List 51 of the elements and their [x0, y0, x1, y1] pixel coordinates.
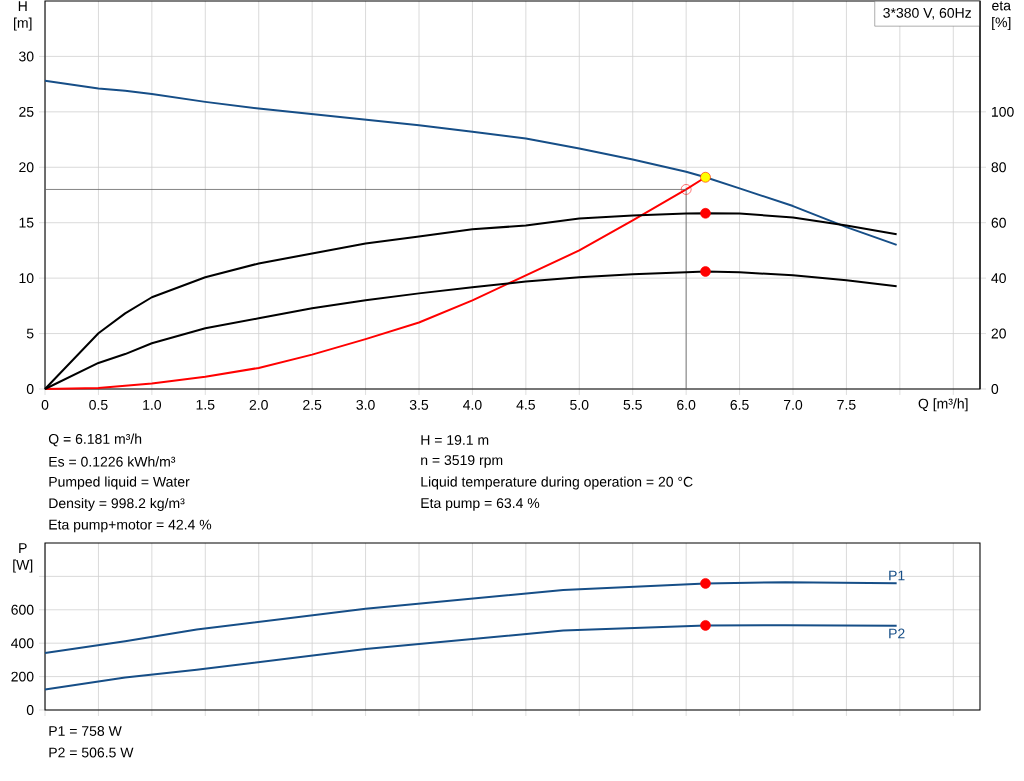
x-tick-label: 7.0: [783, 399, 803, 410]
text: Liquid temperature during operation = 20 °C: [421, 476, 693, 490]
x-tick-label: 4.5: [516, 399, 535, 410]
y-tick-label: 600: [11, 604, 34, 615]
y2-tick-label: 80: [991, 162, 1006, 173]
text: Density = 998.2 kg/m³: [49, 497, 185, 512]
y2-tick-label: 0: [991, 384, 999, 394]
y-axis-title: H [m]: [14, 1, 32, 31]
x-tick-label: 0.5: [89, 399, 108, 410]
y-tick-label: 200: [11, 671, 34, 682]
y-tick-label: 10: [19, 273, 34, 284]
x-tick-label: 0: [41, 399, 49, 410]
y-tick-label: 5: [26, 328, 34, 339]
text: H = 19.1 m: [421, 435, 489, 445]
y-tick-label: 0: [26, 384, 34, 394]
y-tick-label: 400: [11, 638, 34, 649]
y2-tick-label: 20: [991, 328, 1006, 339]
x-tick-label: 7.5: [837, 399, 856, 410]
x-tick-label: 3.0: [356, 399, 375, 410]
x-axis-title: Q [m³/h]: [918, 398, 968, 412]
text: Q = 6.181 m³/h: [48, 433, 142, 447]
x-tick-label: 6.0: [677, 399, 696, 410]
x-tick-label: 1.5: [196, 399, 215, 410]
y-tick-label: 0: [26, 705, 34, 715]
y-tick-label: 25: [19, 106, 34, 117]
text: P1 = 758 W: [49, 726, 122, 736]
text: Eta pump+motor = 42.4 %: [49, 519, 212, 533]
y-axis-title: P [W]: [13, 543, 33, 573]
y2-tick-label: 40: [991, 273, 1006, 284]
y-tick-label: 20: [19, 162, 34, 173]
y2-tick-label: 60: [991, 217, 1006, 228]
text: Pumped liquid = Water: [49, 476, 190, 490]
y2-tick-label: 100: [992, 106, 1014, 117]
series-label: P2: [889, 628, 905, 639]
x-tick-label: 2.5: [303, 399, 322, 410]
text: Eta pump = 63.4 %: [421, 498, 540, 511]
y-tick-label: 15: [19, 217, 34, 228]
text: n = 3519 rpm: [421, 455, 503, 468]
chart-title: 3*380 V, 60Hz: [883, 7, 971, 20]
y-tick-label: 30: [19, 51, 34, 62]
series-label: P1: [889, 570, 905, 581]
text: P2 = 506.5 W: [49, 747, 134, 758]
x-tick-label: 4.0: [463, 399, 482, 410]
x-tick-label: 5.0: [570, 399, 589, 410]
x-tick-label: 3.5: [409, 399, 429, 410]
y2-axis-title: eta [%]: [992, 1, 1011, 31]
x-tick-label: 5.5: [623, 399, 642, 410]
text: Es = 0.1226 kWh/m³: [49, 456, 176, 467]
x-tick-label: 6.5: [730, 399, 749, 410]
x-tick-label: 2.0: [249, 399, 268, 410]
x-tick-label: 1.0: [143, 399, 162, 410]
